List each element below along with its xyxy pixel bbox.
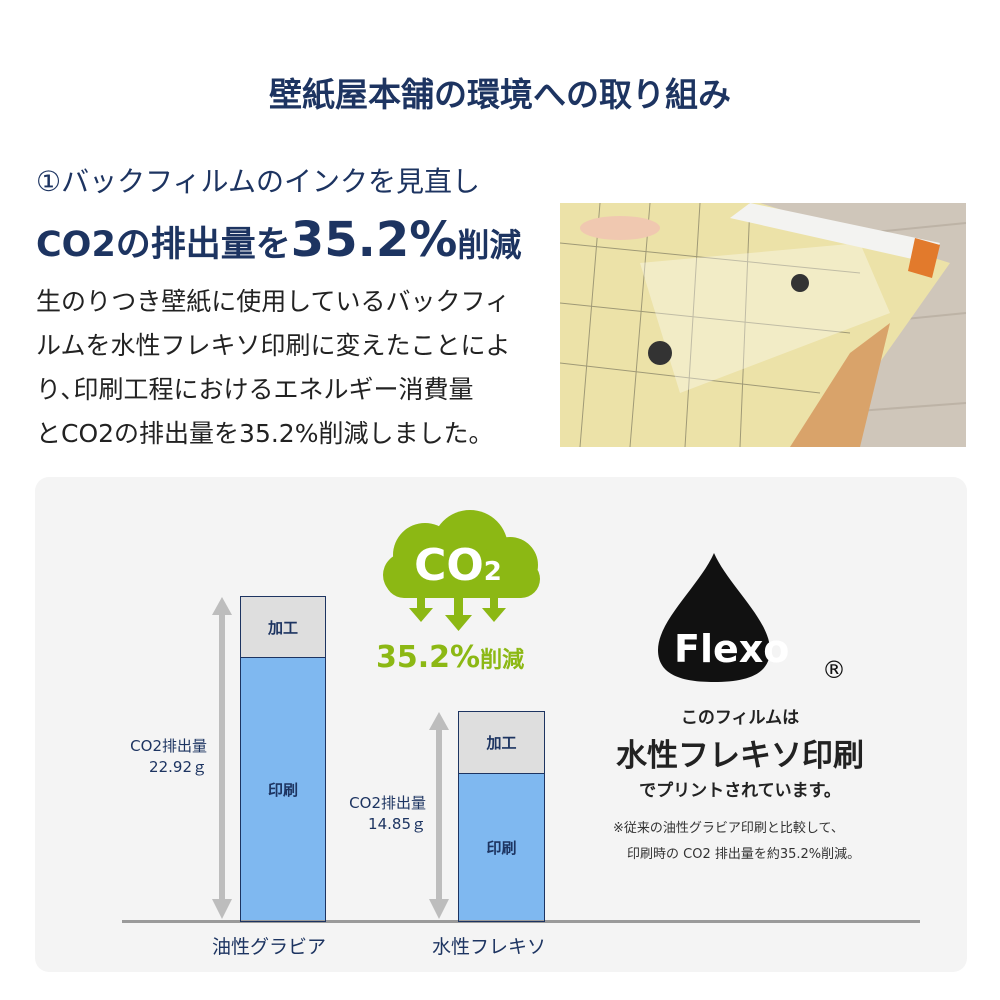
subheading-suffix: 削減 xyxy=(457,226,522,264)
category-label: 水性フレキソ xyxy=(432,936,547,958)
total-arrow-1 xyxy=(212,597,232,919)
section-heading: ①バックフィルムのインクを見直し xyxy=(36,165,480,198)
total-label-2: CO2排出量 14.85ｇ xyxy=(318,793,426,835)
registered-mark: ® xyxy=(822,656,846,684)
total-arrow-2 xyxy=(429,712,449,919)
subheading-prefix: CO2の排出量を xyxy=(36,225,291,265)
svg-text:CO2: CO2 xyxy=(414,540,502,591)
reduction-label: 35.2%削減 xyxy=(376,640,524,675)
flexo-note2: 印刷時の CO2 排出量を約35.2%削減。 xyxy=(627,847,861,862)
co2-cloud-icon: CO2 xyxy=(383,510,540,631)
flexo-line3: でプリントされています。 xyxy=(639,781,841,801)
category-label: 油性グラビア xyxy=(212,936,327,958)
total-label-value: 22.92ｇ xyxy=(149,758,207,776)
bar-oil-gravure: 加工 印刷 xyxy=(240,596,326,922)
flexo-logo: Flexo ® xyxy=(658,553,846,684)
flexo-line2: 水性フレキソ印刷 xyxy=(616,738,864,774)
bar-water-flexo: 加工 印刷 xyxy=(458,711,545,922)
flexo-note1: ※従来の油性グラビア印刷と比較して、 xyxy=(613,821,844,836)
segment-printing: 印刷 xyxy=(459,774,544,920)
total-label-value: 14.85ｇ xyxy=(368,815,426,833)
co2-subscript: 2 xyxy=(484,557,502,587)
total-label-title: CO2排出量 xyxy=(349,794,426,812)
body-text-line: ルムを水性フレキソ印刷に変えたことによ xyxy=(36,331,511,360)
segment-printing: 印刷 xyxy=(241,658,325,920)
total-label-title: CO2排出量 xyxy=(130,737,207,755)
flexo-logo-text: Flexo xyxy=(674,627,789,671)
body-text-line: り､印刷工程におけるエネルギー消費量 xyxy=(36,375,474,404)
page-title: 壁紙屋本舗の環境への取り組み xyxy=(269,75,731,114)
reduction-suffix: 削減 xyxy=(480,648,525,673)
flexo-line1: このフィルムは xyxy=(680,708,800,728)
section-subheading: CO2の排出量を35.2%削減 xyxy=(36,212,521,268)
co2-text: CO xyxy=(414,540,484,591)
body-text-line: とCO2の排出量を35.2%削減しました。 xyxy=(36,419,494,448)
total-label-1: CO2排出量 22.92ｇ xyxy=(100,736,207,778)
segment-processing: 加工 xyxy=(241,597,325,658)
reduction-value: 35.2% xyxy=(376,640,481,675)
body-text-line: 生のりつき壁紙に使用しているバックフィ xyxy=(36,287,511,316)
product-photo xyxy=(560,203,966,447)
segment-processing: 加工 xyxy=(459,712,544,774)
subheading-highlight: 35.2% xyxy=(290,212,458,268)
